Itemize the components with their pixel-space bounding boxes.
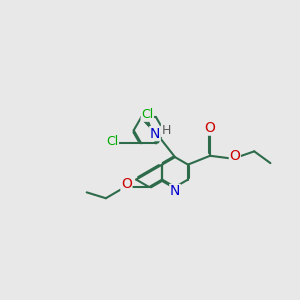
Text: Cl: Cl	[106, 135, 118, 148]
Text: N: N	[170, 184, 180, 199]
Text: O: O	[204, 121, 215, 135]
Text: Cl: Cl	[141, 108, 153, 121]
Text: H: H	[161, 124, 171, 136]
Text: N: N	[150, 127, 160, 141]
Text: O: O	[230, 149, 240, 164]
Text: O: O	[121, 176, 132, 190]
